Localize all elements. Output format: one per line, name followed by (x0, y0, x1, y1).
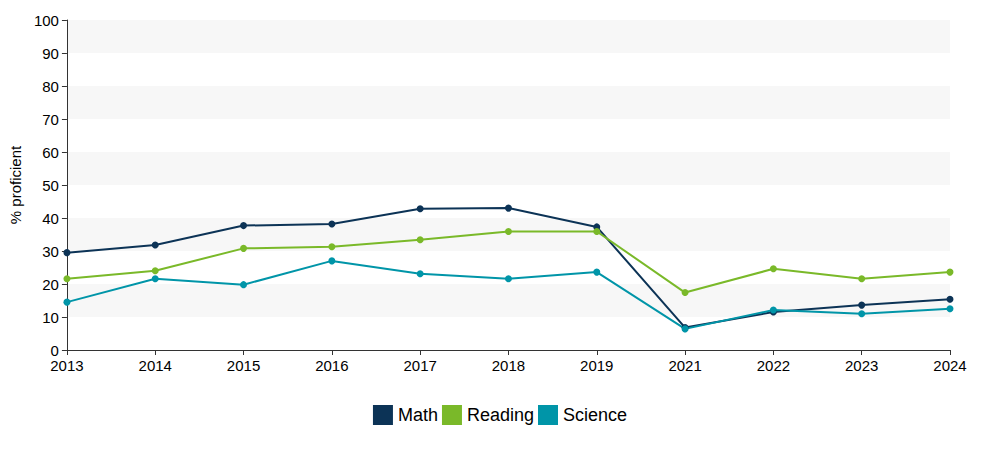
svg-text:90: 90 (42, 45, 59, 62)
svg-text:2015: 2015 (227, 357, 260, 374)
svg-text:2023: 2023 (845, 357, 878, 374)
svg-text:2013: 2013 (50, 357, 83, 374)
svg-text:Math: Math (398, 405, 438, 425)
svg-text:Science: Science (563, 405, 627, 425)
svg-text:50: 50 (42, 177, 59, 194)
svg-text:80: 80 (42, 78, 59, 95)
svg-text:70: 70 (42, 111, 59, 128)
svg-text:2022: 2022 (757, 357, 790, 374)
svg-text:40: 40 (42, 210, 59, 227)
svg-text:2018: 2018 (492, 357, 525, 374)
svg-text:2016: 2016 (315, 357, 348, 374)
svg-text:2019: 2019 (580, 357, 613, 374)
svg-text:2017: 2017 (403, 357, 436, 374)
svg-text:20: 20 (42, 276, 59, 293)
svg-text:100: 100 (34, 12, 59, 29)
svg-text:% proficient: % proficient (7, 145, 24, 224)
svg-text:30: 30 (42, 243, 59, 260)
svg-text:2014: 2014 (139, 357, 172, 374)
svg-text:Reading: Reading (467, 405, 534, 425)
svg-text:0: 0 (51, 342, 59, 359)
svg-text:10: 10 (42, 309, 59, 326)
svg-text:2024: 2024 (933, 357, 966, 374)
svg-text:60: 60 (42, 144, 59, 161)
svg-text:2021: 2021 (668, 357, 701, 374)
